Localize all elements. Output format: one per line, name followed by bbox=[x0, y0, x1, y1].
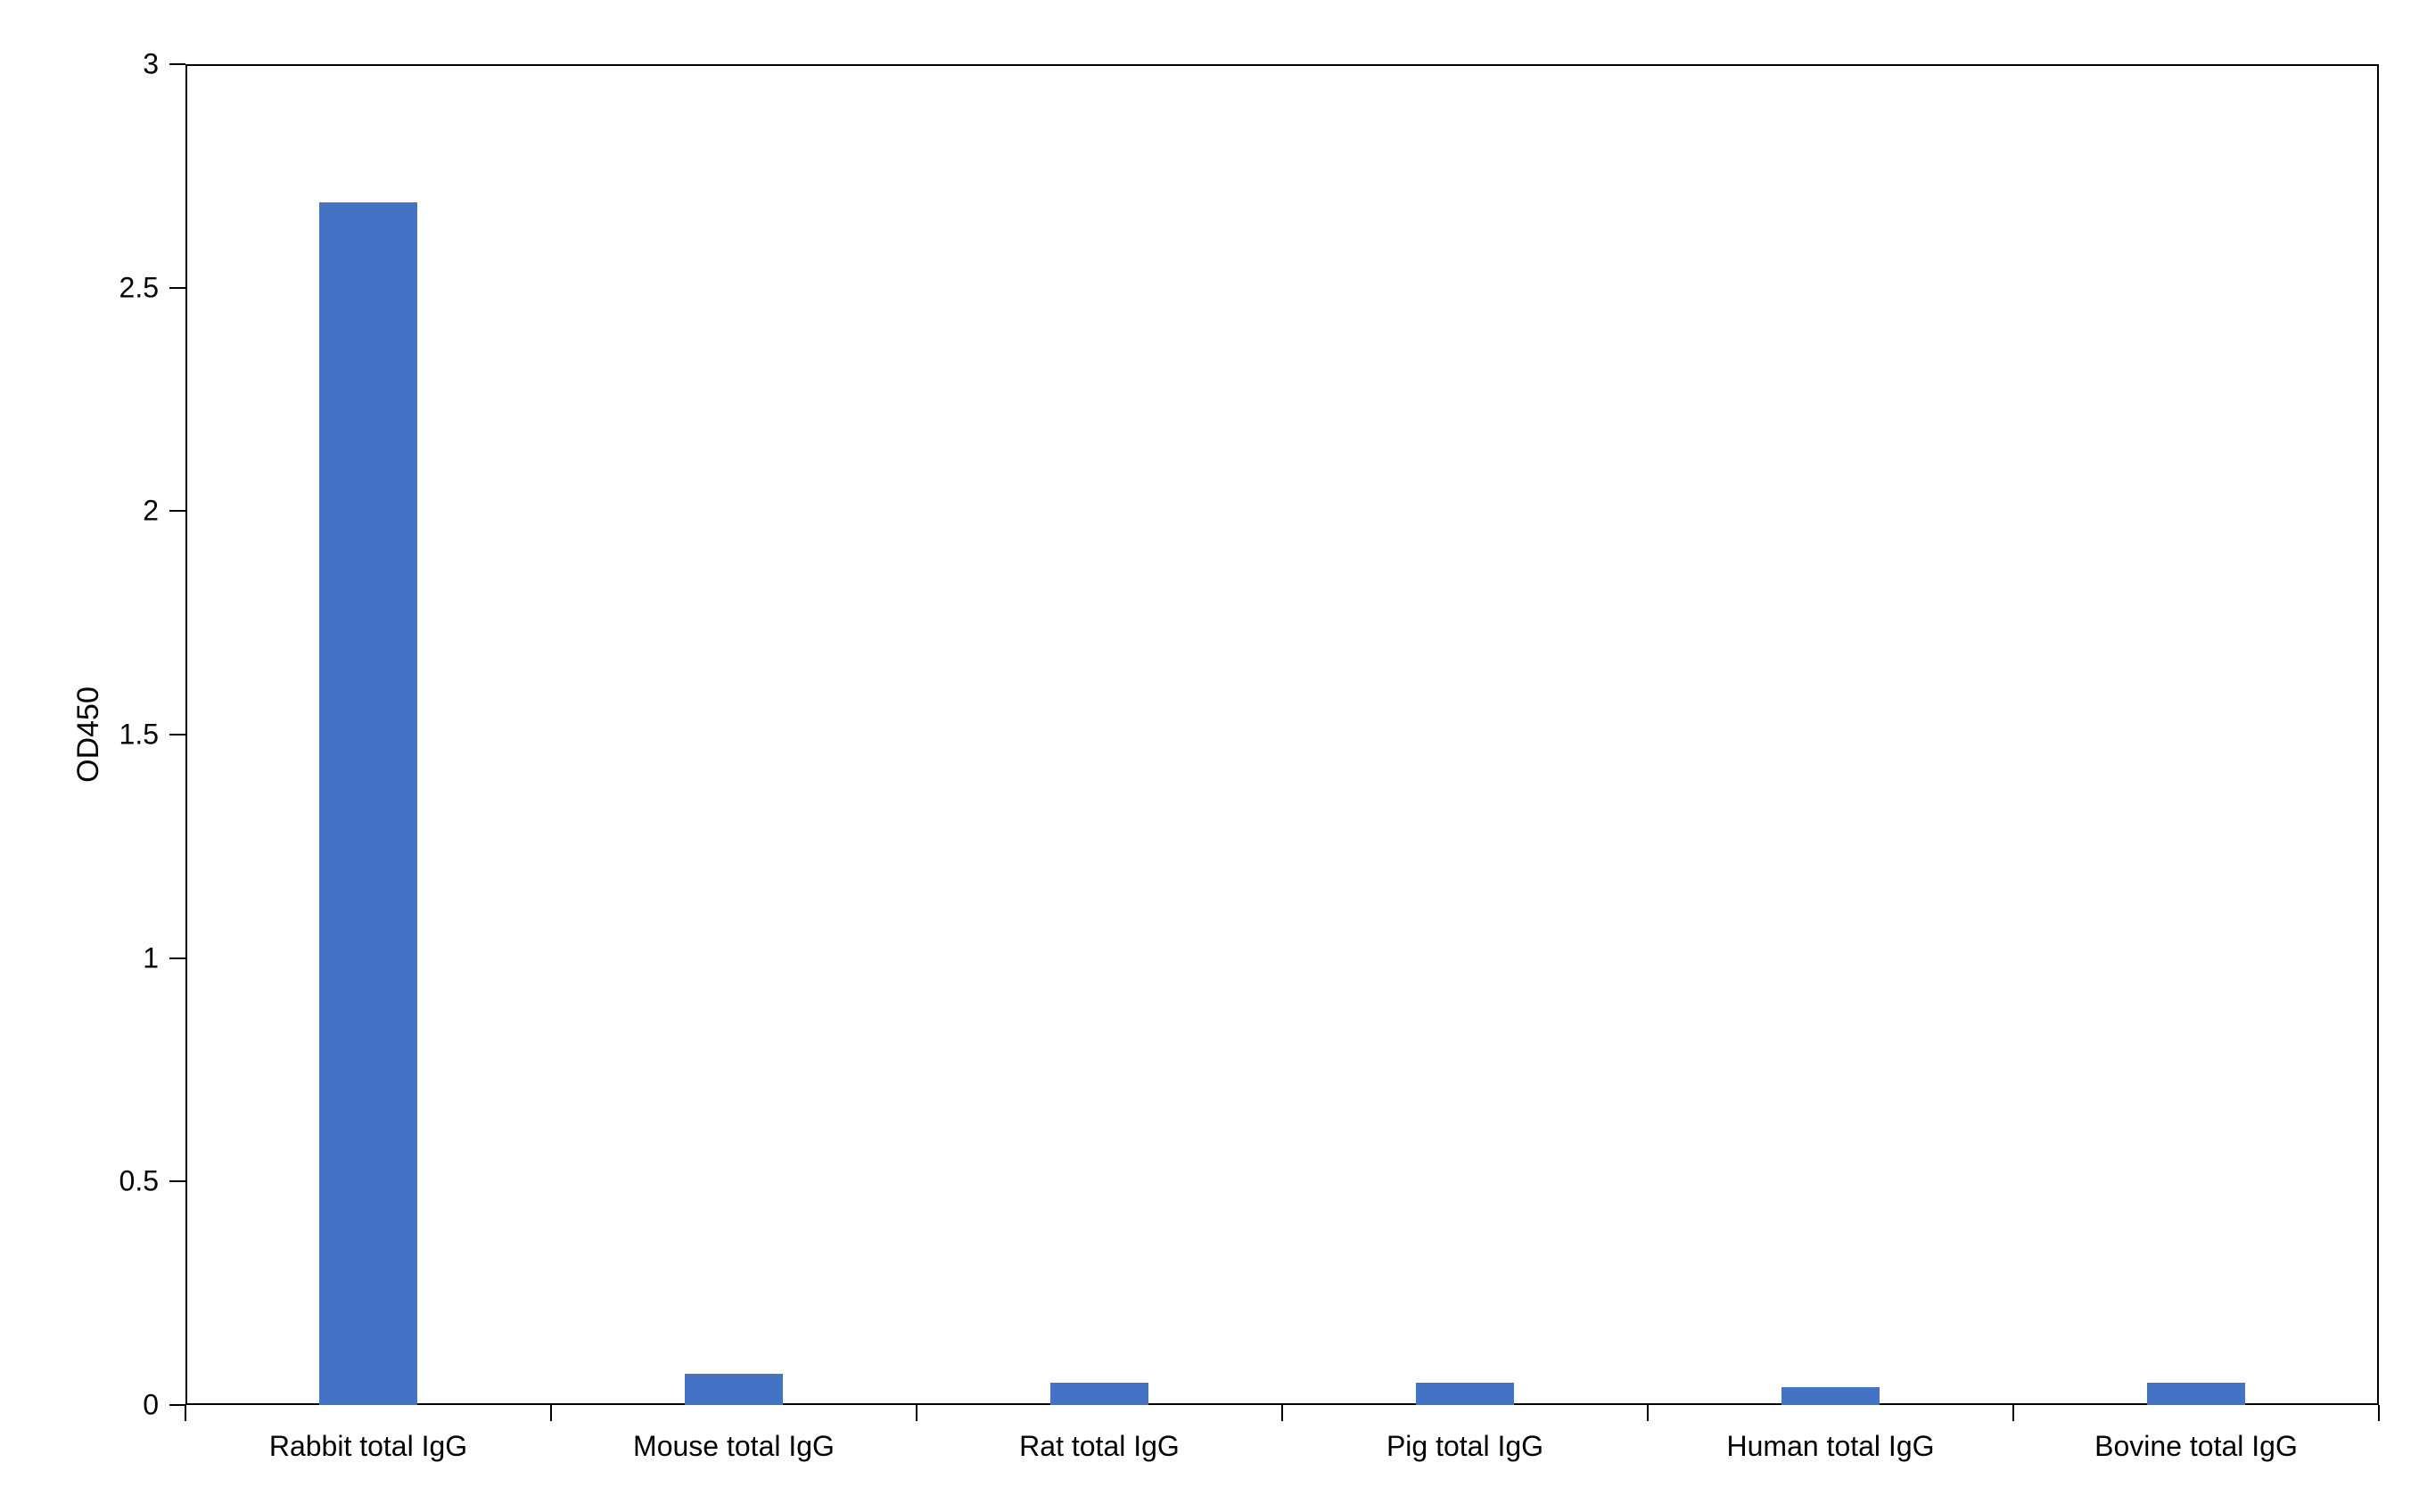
bar bbox=[1416, 1383, 1515, 1405]
x-tick bbox=[1647, 1405, 1649, 1421]
bar bbox=[319, 202, 418, 1405]
y-tick-label: 1 bbox=[143, 941, 159, 974]
x-tick bbox=[550, 1405, 552, 1421]
y-tick bbox=[169, 1180, 185, 1182]
x-tick-label: Pig total IgG bbox=[1386, 1430, 1543, 1463]
x-tick bbox=[185, 1405, 186, 1421]
x-tick bbox=[1281, 1405, 1283, 1421]
y-tick-label: 2 bbox=[143, 495, 159, 528]
x-tick-label: Bovine total IgG bbox=[2094, 1430, 2298, 1463]
x-tick-label: Rabbit total IgG bbox=[269, 1430, 467, 1463]
x-tick bbox=[916, 1405, 917, 1421]
x-tick bbox=[2012, 1405, 2014, 1421]
y-tick bbox=[169, 510, 185, 512]
y-tick-label: 0 bbox=[143, 1389, 159, 1422]
y-tick-label: 2.5 bbox=[119, 271, 159, 304]
y-tick-label: 3 bbox=[143, 48, 159, 81]
y-tick bbox=[169, 63, 185, 65]
x-tick-label: Human total IgG bbox=[1727, 1430, 1935, 1463]
chart-root: OD450 0 0.5 1 1.5 2 2.5 3 Rabbit total IgG Mouse… bbox=[0, 0, 2419, 1512]
y-tick bbox=[169, 734, 185, 735]
y-tick bbox=[169, 957, 185, 959]
x-tick-label: Rat total IgG bbox=[1019, 1430, 1180, 1463]
y-axis-title: OD450 bbox=[71, 686, 106, 783]
y-tick-label: 0.5 bbox=[119, 1165, 159, 1198]
y-tick-label: 1.5 bbox=[119, 719, 159, 752]
bar bbox=[685, 1374, 784, 1405]
y-tick bbox=[169, 1404, 185, 1406]
x-tick bbox=[2378, 1405, 2380, 1421]
y-tick bbox=[169, 287, 185, 289]
plot-border bbox=[185, 64, 2379, 1405]
bar bbox=[2147, 1383, 2246, 1405]
x-tick-label: Mouse total IgG bbox=[633, 1430, 835, 1463]
bar bbox=[1050, 1383, 1149, 1405]
bar bbox=[1781, 1387, 1880, 1405]
